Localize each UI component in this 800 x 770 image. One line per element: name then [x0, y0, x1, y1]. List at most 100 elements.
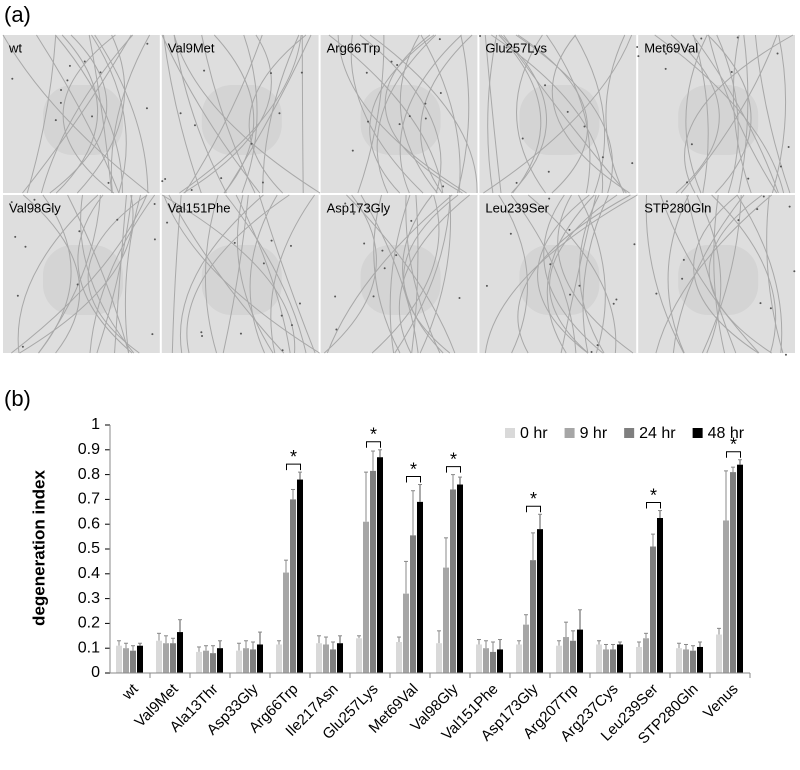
- debris: [290, 324, 293, 327]
- neurite: [87, 194, 148, 354]
- significance-bracket: [526, 505, 541, 513]
- debris: [547, 170, 550, 173]
- neurite: [373, 194, 401, 354]
- neurite: [560, 194, 597, 354]
- neurite: [537, 194, 590, 354]
- neurite: [270, 194, 315, 354]
- bar: [396, 642, 402, 673]
- bar: [570, 640, 576, 673]
- debris: [76, 283, 79, 286]
- image-tile: Val151Phe: [161, 194, 320, 354]
- neurite: [403, 194, 459, 354]
- debris: [779, 165, 782, 168]
- neurite: [693, 194, 759, 354]
- debris: [179, 112, 182, 115]
- debris: [269, 72, 272, 75]
- neurite: [754, 34, 791, 194]
- significance-label: *: [530, 489, 537, 509]
- neurite: [517, 34, 588, 194]
- debris: [756, 208, 759, 211]
- significance-label: *: [730, 434, 737, 454]
- tile-shade: [43, 245, 123, 315]
- y-tick-label: 0.5: [78, 540, 100, 557]
- neurite: [660, 194, 760, 354]
- neurite: [680, 34, 778, 194]
- debris: [24, 245, 27, 248]
- debris: [289, 244, 292, 247]
- debris: [220, 177, 223, 180]
- debris: [200, 331, 203, 334]
- debris: [166, 221, 169, 224]
- debris: [615, 298, 618, 301]
- bar: [450, 489, 456, 673]
- debris: [655, 292, 658, 295]
- bar: [697, 646, 703, 673]
- debris: [664, 67, 667, 70]
- neurite: [546, 34, 591, 194]
- bar: [577, 629, 583, 673]
- image-tile: Met69Val: [637, 34, 795, 194]
- neurite: [578, 194, 606, 354]
- debris: [250, 142, 253, 145]
- neurite: [179, 34, 302, 194]
- neurite: [708, 194, 772, 354]
- neurite: [487, 34, 498, 194]
- neurite: [360, 194, 419, 354]
- neurite: [357, 34, 385, 194]
- debris: [596, 344, 599, 347]
- debris: [54, 119, 57, 122]
- y-axis-label: degeneration index: [29, 470, 48, 626]
- y-tick-label: 1: [91, 416, 100, 433]
- neurite: [491, 34, 604, 194]
- neurite: [248, 34, 307, 194]
- significance-label: *: [650, 485, 657, 505]
- debris: [203, 69, 206, 72]
- debris: [281, 349, 284, 352]
- bar: [657, 518, 663, 673]
- neurite: [517, 194, 631, 354]
- bar: [177, 632, 183, 673]
- neurite: [110, 34, 151, 194]
- bar: [516, 644, 522, 673]
- debris: [396, 63, 399, 66]
- debris: [665, 200, 668, 203]
- bar: [483, 648, 489, 673]
- neurite: [173, 34, 227, 194]
- neurite: [708, 34, 778, 194]
- neurite: [89, 194, 156, 354]
- debris: [190, 188, 193, 191]
- neurite: [500, 34, 548, 194]
- debris: [548, 197, 551, 200]
- neurite: [161, 34, 261, 194]
- neurite: [326, 194, 453, 354]
- y-tick-label: 0: [91, 664, 100, 681]
- debris: [458, 297, 461, 300]
- bar: [723, 520, 729, 673]
- y-tick-label: 0.1: [78, 639, 100, 656]
- neurite: [17, 194, 99, 354]
- debris: [438, 38, 441, 41]
- neurite: [337, 34, 467, 194]
- neurite: [22, 34, 132, 194]
- tile-label: Arg66Trp: [327, 40, 381, 55]
- bar: [476, 644, 482, 673]
- neurite: [173, 34, 321, 194]
- neurite: [11, 194, 148, 354]
- debris: [665, 52, 668, 55]
- debris: [700, 37, 703, 40]
- significance-label: *: [410, 459, 417, 479]
- neurite: [551, 34, 630, 194]
- bar: [130, 650, 136, 673]
- debris: [261, 181, 264, 184]
- neurite: [484, 34, 502, 194]
- debris: [737, 219, 740, 222]
- bar: [316, 643, 322, 673]
- debris: [145, 107, 148, 110]
- debris: [681, 277, 684, 280]
- debris: [784, 353, 787, 356]
- neurite: [667, 194, 690, 354]
- neurite: [686, 194, 737, 354]
- neurite: [402, 194, 444, 354]
- neurite: [76, 34, 126, 194]
- neurite: [696, 194, 722, 354]
